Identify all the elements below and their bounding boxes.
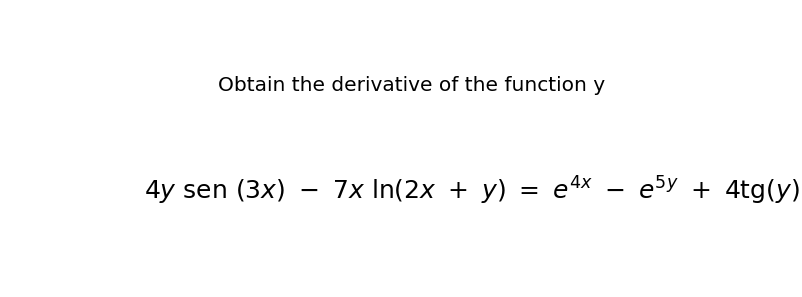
Text: Obtain the derivative of the function y: Obtain the derivative of the function y <box>217 76 605 95</box>
Text: $4y\ \mathrm{sen}\ (3x)\ -\ 7x\ \mathrm{ln}(2x\ +\ y)\ =\ e^{4x}\ -\ e^{5y}\ +\ : $4y\ \mathrm{sen}\ (3x)\ -\ 7x\ \mathrm{… <box>144 175 799 207</box>
